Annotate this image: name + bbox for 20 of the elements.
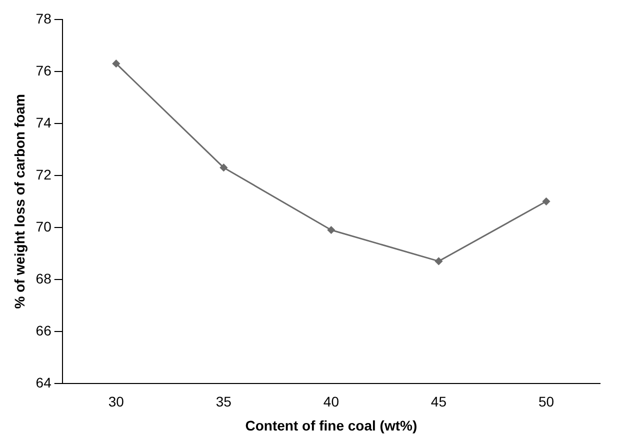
x-tick-label: 35 — [216, 394, 232, 410]
y-tick-label: 76 — [36, 62, 52, 78]
y-tick-label: 68 — [36, 270, 52, 286]
point — [327, 226, 335, 234]
x-tick-label: 40 — [323, 394, 340, 410]
point — [112, 60, 120, 68]
y-tick-label: 70 — [36, 218, 52, 234]
y-tick-label: 78 — [36, 10, 52, 26]
x-axis-title: Content of fine coal (wt%) — [245, 417, 418, 434]
x-tick-label: 50 — [538, 394, 554, 410]
point — [542, 198, 550, 206]
x-tick-label: 30 — [108, 394, 124, 410]
y-tick-label: 64 — [36, 374, 52, 390]
point — [434, 257, 442, 265]
y-tick-label: 72 — [36, 166, 52, 182]
point — [220, 164, 228, 172]
y-tick-label: 74 — [36, 114, 52, 130]
x-tick-label: 45 — [430, 394, 447, 410]
y-tick-label: 66 — [36, 322, 52, 338]
y-axis-title: % of weight loss of carbon foam — [11, 94, 28, 309]
